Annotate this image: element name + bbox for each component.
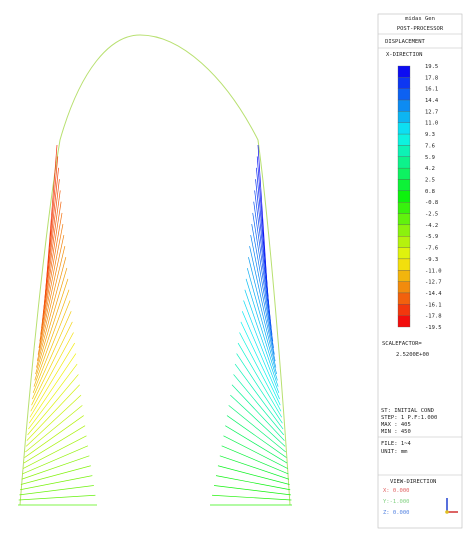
legend-swatch bbox=[398, 248, 410, 259]
legend-label: -0.8 bbox=[425, 200, 438, 206]
legend-label: 17.8 bbox=[425, 75, 438, 81]
legend-swatch bbox=[398, 259, 410, 270]
legend-label: 2.5 bbox=[425, 177, 435, 183]
legend-label: 7.6 bbox=[425, 143, 435, 149]
legend-swatch bbox=[398, 157, 410, 168]
scale-label: SCALEFACTOR= bbox=[382, 341, 422, 347]
scale-value: 2.5200E+00 bbox=[396, 352, 429, 358]
legend-label: -9.3 bbox=[425, 257, 438, 263]
component: X-DIRECTION bbox=[386, 52, 422, 58]
legend-swatch bbox=[398, 111, 410, 122]
legend-swatch bbox=[398, 304, 410, 315]
legend-label: 19.5 bbox=[425, 64, 438, 70]
legend-label: -2.5 bbox=[425, 212, 438, 218]
program: midas Gen bbox=[405, 16, 435, 22]
legend-label: 11.0 bbox=[425, 121, 438, 127]
view-y: Y:-1.000 bbox=[383, 499, 410, 505]
legend-label: -4.2 bbox=[425, 223, 438, 229]
legend-swatch bbox=[398, 293, 410, 304]
legend-label: -5.9 bbox=[425, 234, 438, 240]
legend-swatch bbox=[398, 316, 410, 327]
legend-label: 5.9 bbox=[425, 155, 435, 161]
legend-label: -19.5 bbox=[425, 325, 442, 331]
legend-swatch bbox=[398, 179, 410, 190]
legend-swatch bbox=[398, 270, 410, 281]
info-line: MIN : 450 bbox=[381, 429, 411, 435]
legend-swatch bbox=[398, 236, 410, 247]
legend-label: -14.4 bbox=[425, 291, 442, 297]
legend-label: -7.6 bbox=[425, 246, 438, 252]
legend-label: 0.8 bbox=[425, 189, 435, 195]
view-z: Z: 0.000 bbox=[383, 510, 410, 516]
legend-swatch bbox=[398, 202, 410, 213]
legend-swatch bbox=[398, 214, 410, 225]
info-line: STEP: 1 P.F:1.000 bbox=[381, 415, 437, 421]
legend-swatch bbox=[398, 100, 410, 111]
legend-swatch bbox=[398, 134, 410, 145]
screenshot: midas Gen POST-PROCESSOR DISPLACEMENT X-… bbox=[0, 0, 463, 529]
info-line: MAX : 405 bbox=[381, 422, 411, 428]
legend-swatch bbox=[398, 89, 410, 100]
legend-panel: midas Gen POST-PROCESSOR DISPLACEMENT X-… bbox=[378, 14, 462, 528]
legend-swatch bbox=[398, 282, 410, 293]
legend-swatch bbox=[398, 168, 410, 179]
legend-swatch bbox=[398, 145, 410, 156]
legend-swatch bbox=[398, 225, 410, 236]
info-line: FILE: 1~4 bbox=[381, 441, 411, 447]
legend-label: 14.4 bbox=[425, 98, 439, 104]
legend-label: 12.7 bbox=[425, 109, 438, 115]
view-title: VIEW-DIRECTION bbox=[390, 479, 436, 485]
legend-swatch bbox=[398, 66, 410, 77]
info-line: UNIT: mm bbox=[381, 449, 408, 455]
legend-label: 4.2 bbox=[425, 166, 435, 172]
legend-label: 16.1 bbox=[425, 87, 438, 93]
legend-label: -16.1 bbox=[425, 302, 442, 308]
legend-swatch bbox=[398, 123, 410, 134]
mode: POST-PROCESSOR bbox=[397, 26, 444, 32]
view-x: X: 0.000 bbox=[383, 488, 410, 494]
legend-label: -17.8 bbox=[425, 314, 442, 320]
legend-swatch bbox=[398, 191, 410, 202]
legend-label: 9.3 bbox=[425, 132, 435, 138]
legend-label: -12.7 bbox=[425, 280, 442, 286]
legend-swatch bbox=[398, 77, 410, 88]
info-line: ST: INITIAL COND bbox=[381, 408, 434, 414]
legend-label: -11.0 bbox=[425, 268, 442, 274]
result: DISPLACEMENT bbox=[385, 39, 425, 45]
